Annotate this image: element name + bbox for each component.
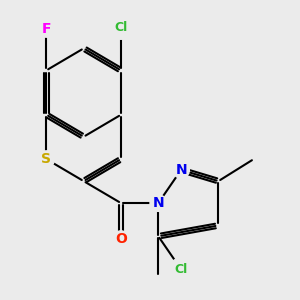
Circle shape [173, 162, 189, 178]
Text: Cl: Cl [114, 21, 128, 34]
Circle shape [110, 16, 133, 39]
Circle shape [169, 258, 193, 281]
Text: Cl: Cl [175, 263, 188, 276]
Circle shape [113, 231, 129, 247]
Circle shape [38, 21, 55, 37]
Circle shape [38, 151, 55, 167]
Text: S: S [41, 152, 51, 166]
Text: N: N [175, 163, 187, 177]
Text: F: F [42, 22, 51, 36]
Text: O: O [115, 232, 127, 246]
Circle shape [150, 195, 166, 212]
Text: N: N [152, 196, 164, 210]
